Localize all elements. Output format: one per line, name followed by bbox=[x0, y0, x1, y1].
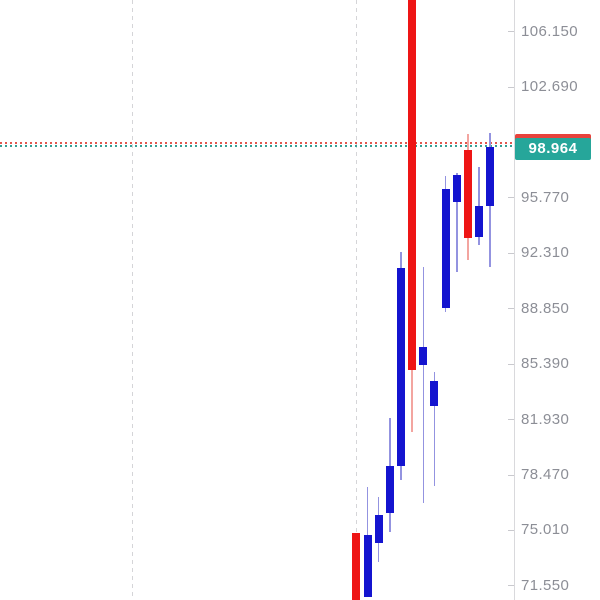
candle-body bbox=[430, 381, 439, 407]
price-axis-label: 85.390 bbox=[521, 355, 570, 373]
axis-tick-mark bbox=[508, 419, 514, 421]
current-price-label: 98.964 bbox=[528, 140, 578, 158]
axis-tick-mark bbox=[508, 529, 514, 531]
axis-tick-mark bbox=[508, 86, 514, 88]
current-price-line[interactable] bbox=[0, 144, 514, 147]
candle-body bbox=[419, 346, 428, 366]
candle-body bbox=[363, 534, 372, 597]
axis-tick-mark bbox=[508, 308, 514, 310]
candle-body bbox=[486, 146, 495, 206]
price-axis-label: 106.150 bbox=[521, 22, 579, 40]
candle-body bbox=[475, 205, 484, 238]
axis-tick-mark bbox=[508, 252, 514, 254]
candle-body bbox=[441, 189, 450, 308]
price-axis-label: 88.850 bbox=[521, 299, 570, 317]
candle-body bbox=[397, 267, 405, 466]
candle-wick bbox=[456, 172, 458, 272]
secondary-red-line[interactable] bbox=[0, 141, 514, 144]
price-axis-label: 95.770 bbox=[521, 188, 570, 206]
axis-tick-mark bbox=[508, 363, 514, 365]
axis-tick-mark bbox=[508, 31, 514, 33]
vertical-gridline bbox=[132, 0, 133, 600]
candle-body bbox=[452, 175, 461, 202]
price-axis-label: 71.550 bbox=[521, 576, 570, 594]
candle-wick bbox=[433, 372, 436, 487]
price-axis-label: 81.930 bbox=[521, 410, 570, 428]
axis-tick-mark bbox=[508, 197, 514, 199]
candle-body bbox=[463, 150, 472, 238]
price-axis-line bbox=[514, 0, 515, 600]
price-axis-label: 75.010 bbox=[521, 521, 570, 539]
price-axis-label: 78.470 bbox=[521, 466, 570, 484]
axis-tick-mark bbox=[508, 474, 514, 476]
candle-body bbox=[408, 0, 417, 370]
vertical-gridline bbox=[356, 0, 357, 600]
candle-wick bbox=[422, 267, 425, 503]
axis-tick-mark bbox=[508, 585, 514, 587]
price-axis-label: 92.310 bbox=[521, 244, 570, 262]
candle-body bbox=[352, 533, 361, 600]
price-axis-label: 102.690 bbox=[521, 78, 579, 96]
candle-body bbox=[374, 514, 383, 543]
current-price-badge[interactable]: 98.964 bbox=[515, 137, 591, 160]
candle-body bbox=[385, 465, 394, 513]
